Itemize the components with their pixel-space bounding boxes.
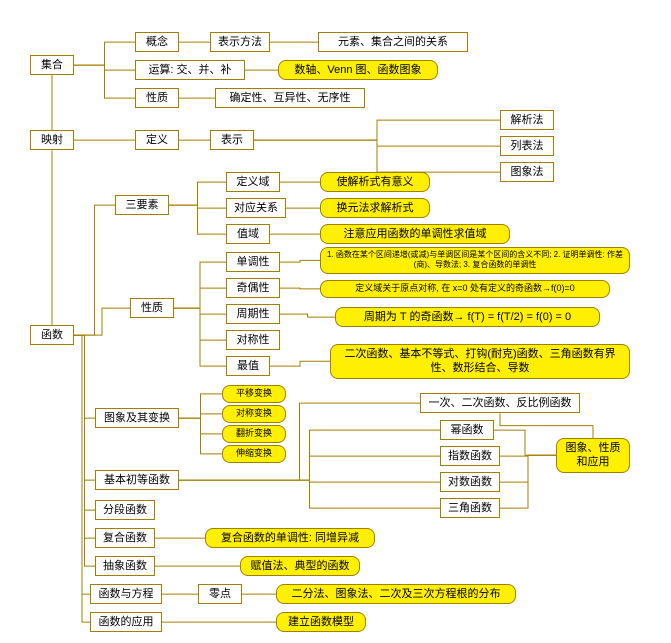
- node-range: 值域: [226, 224, 270, 244]
- node-map: 映射: [30, 130, 74, 150]
- node-func: 函数: [30, 325, 74, 345]
- node-logf: 对数函数: [440, 472, 500, 492]
- node-ops: 运算: 交、并、补: [135, 60, 245, 80]
- node-power: 幂函数: [440, 420, 494, 440]
- node-def_rep: 表示: [210, 130, 254, 150]
- node-domain: 定义域: [226, 172, 280, 192]
- edge-elem_fn-lin_quad: [179, 403, 420, 480]
- node-parity_n: 定义域关于原点对称, 在 x=0 处有定义的奇函数→f(0)=0: [320, 280, 610, 298]
- node-composite_n: 复合函数的单调性: 同增异减: [205, 528, 375, 548]
- edge-parity-parity_n: [280, 288, 320, 289]
- node-mono_n: 1. 函数在某个区间递增(或减)与单调区间是某个区间的含义不同; 2. 证明单调…: [320, 247, 630, 274]
- node-list: 列表法: [500, 136, 554, 156]
- node-composite: 复合函数: [95, 528, 155, 548]
- node-max: 最值: [226, 356, 270, 376]
- node-t2: 对称变换: [222, 405, 286, 423]
- node-parity: 奇偶性: [226, 278, 280, 298]
- node-fn_prop: 性质: [130, 298, 174, 318]
- node-model: 建立函数模型: [276, 612, 366, 632]
- node-mono: 单调性: [226, 252, 280, 272]
- edge-mono-mono_n: [280, 260, 320, 262]
- edge-func-three: [74, 205, 115, 335]
- node-img_prop: 图象、性质 和应用: [556, 438, 630, 473]
- node-trigf: 三角函数: [440, 498, 500, 518]
- node-trans: 图象及其变换: [95, 408, 179, 428]
- edge-def_rep-graph: [254, 140, 500, 172]
- node-set_prop: 性质: [135, 88, 179, 108]
- node-period: 周期性: [226, 304, 280, 324]
- node-max_n: 二次函数、基本不等式、打钩(耐克)函数、三角函数有界性、数形结合、导数: [330, 344, 630, 379]
- node-domain_n: 使解析式有意义: [320, 172, 430, 192]
- node-lin_quad: 一次、二次函数、反比例函数: [420, 393, 580, 413]
- edge-period-period_n: [280, 314, 335, 317]
- node-application: 函数的应用: [90, 612, 162, 632]
- node-t3: 翻折变换: [222, 425, 286, 443]
- edge-func-application: [74, 335, 90, 622]
- node-range_n: 注意应用函数的单调性求值域: [320, 224, 510, 244]
- edge-func-abstract: [74, 335, 95, 566]
- node-abstract: 抽象函数: [95, 556, 155, 576]
- node-graph: 图象法: [500, 162, 554, 182]
- node-t4: 伸缩变换: [222, 445, 286, 463]
- node-abstract_n: 赋值法、典型的函数: [240, 556, 360, 576]
- node-corr: 对应关系: [226, 198, 286, 218]
- edge-fn_prop-max: [174, 308, 226, 366]
- node-period_n: 周期为 T 的奇函数→ f(T) = f(T/2) = f(0) = 0: [335, 307, 600, 327]
- node-set: 集合: [30, 55, 74, 75]
- node-elem_rel: 元素、集合之间的关系: [318, 32, 468, 52]
- edge-trans-t2: [179, 414, 222, 418]
- edge-elem_fn-expf: [179, 456, 440, 480]
- edge-three-domain: [169, 182, 226, 205]
- node-set_prop_note: 确定性、互异性、无序性: [215, 88, 365, 108]
- edge-power-img_prop: [494, 430, 556, 455]
- node-piecewise: 分段函数: [95, 500, 155, 520]
- node-three: 三要素: [115, 195, 169, 215]
- edge-lin_quad-img_prop: [500, 413, 593, 438]
- node-expf: 指数函数: [440, 446, 500, 466]
- node-def: 定义: [135, 130, 179, 150]
- node-corr_n: 换元法求解析式: [320, 198, 430, 218]
- node-zero: 零点: [198, 584, 242, 604]
- node-t1: 平移变换: [222, 385, 286, 403]
- node-rep_method: 表示方法: [210, 32, 270, 52]
- edge-three-range: [169, 205, 226, 234]
- edge-set-concept: [74, 42, 135, 65]
- edge-fn_prop-parity: [174, 288, 226, 308]
- edge-def_rep-analytic: [254, 120, 500, 140]
- edge-elem_fn-trigf: [179, 480, 440, 508]
- node-analytic: 解析法: [500, 110, 554, 130]
- node-zero_n: 二分法、图象法、二次及三次方程根的分布: [276, 584, 516, 604]
- node-ops_note: 数轴、Venn 图、函数图象: [278, 60, 438, 80]
- node-elem_fn: 基本初等函数: [95, 470, 179, 490]
- edge-max-max_n: [270, 361, 330, 366]
- edge-func-fn_prop: [74, 308, 130, 335]
- node-sym: 对称性: [226, 330, 280, 350]
- edge-trans-t4: [179, 418, 222, 454]
- node-concept: 概念: [135, 32, 179, 52]
- node-fn_eq: 函数与方程: [90, 584, 162, 604]
